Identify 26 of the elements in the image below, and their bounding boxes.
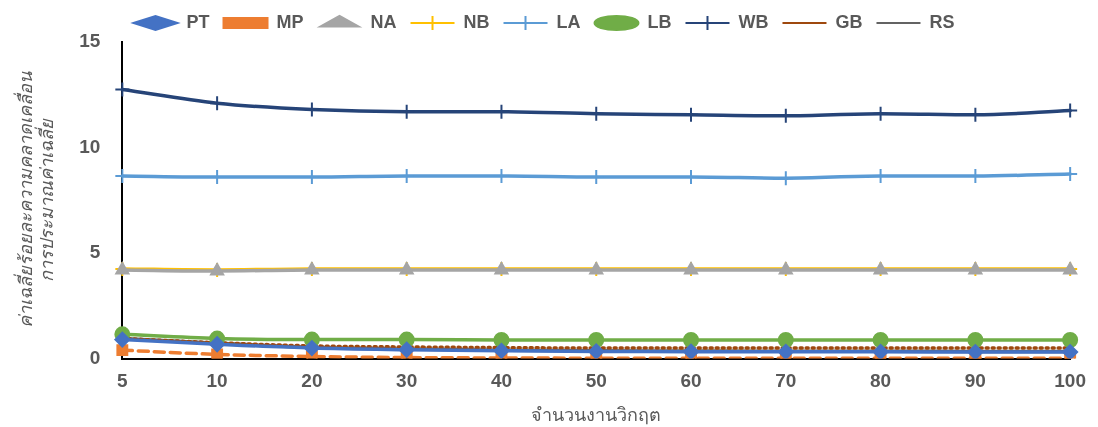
x-tick-label: 40 <box>490 370 513 392</box>
x-tick-label: 10 <box>206 370 228 392</box>
x-tick-label: 20 <box>301 370 323 392</box>
x-tick-label: 60 <box>680 370 702 392</box>
x-tick-label: 80 <box>870 370 892 392</box>
legend-label: LB <box>647 11 672 32</box>
legend-label: MP <box>276 11 304 32</box>
legend-label: RS <box>929 11 955 32</box>
x-tick-label: 100 <box>1054 370 1086 392</box>
legend-label: LA <box>556 11 581 32</box>
x-axis-title: จำนวนงานวิกฤต <box>531 405 662 426</box>
legend-label: NB <box>463 11 490 32</box>
legend-label: WB <box>738 11 769 32</box>
y-tick-label: 10 <box>79 135 101 157</box>
x-tick-label: 5 <box>117 370 129 392</box>
x-tick-label: 50 <box>585 370 607 392</box>
x-tick-label: 70 <box>775 370 797 392</box>
y-tick-label: 0 <box>89 346 101 368</box>
legend-label: GB <box>835 11 863 32</box>
y-axis-title: ค่าเฉลี่ยร้อยละความคลาดเคลื่อน การประมาณค่าเฉลี่ย <box>12 71 58 329</box>
y-tick-label: 5 <box>89 241 101 263</box>
legend-label: NA <box>370 11 397 32</box>
legend-label: PT <box>186 11 210 32</box>
x-tick-label: 90 <box>964 370 986 392</box>
x-tick-label: 30 <box>396 370 418 392</box>
y-tick-label: 15 <box>79 30 101 52</box>
